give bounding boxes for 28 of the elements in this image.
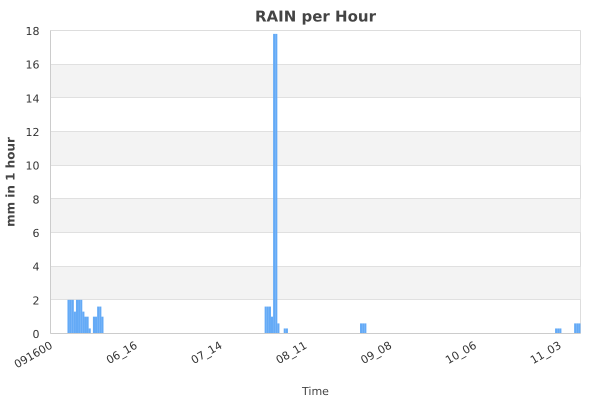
y-tick-label: 14 — [26, 92, 40, 106]
bar — [268, 306, 271, 334]
y-tick-label: 12 — [26, 126, 40, 139]
y-tick-label: 6 — [32, 227, 40, 240]
y-tick-label: 0 — [32, 328, 40, 341]
bar — [92, 316, 96, 334]
y-axis-title: mm in 1 hour — [4, 137, 18, 227]
bar — [78, 300, 80, 334]
y-tick-label: 4 — [32, 260, 40, 274]
bar — [86, 316, 89, 334]
bar — [80, 300, 82, 334]
bar — [97, 306, 100, 334]
bar — [67, 300, 70, 334]
bar — [264, 306, 267, 334]
bar — [266, 306, 269, 334]
bar — [275, 34, 278, 334]
bar — [76, 300, 78, 334]
y-tick-label: 18 — [26, 25, 40, 38]
bar — [72, 300, 74, 334]
bar — [99, 306, 102, 334]
y-tick-label: 10 — [26, 160, 40, 173]
y-tick-label: 16 — [26, 58, 40, 72]
y-tick-label: 2 — [32, 294, 40, 308]
chart-title: RAIN per Hour — [255, 8, 377, 26]
bar — [273, 34, 276, 334]
y-tick-label: 8 — [32, 193, 40, 206]
x-axis-title: Time — [301, 384, 330, 398]
bar — [70, 300, 72, 334]
